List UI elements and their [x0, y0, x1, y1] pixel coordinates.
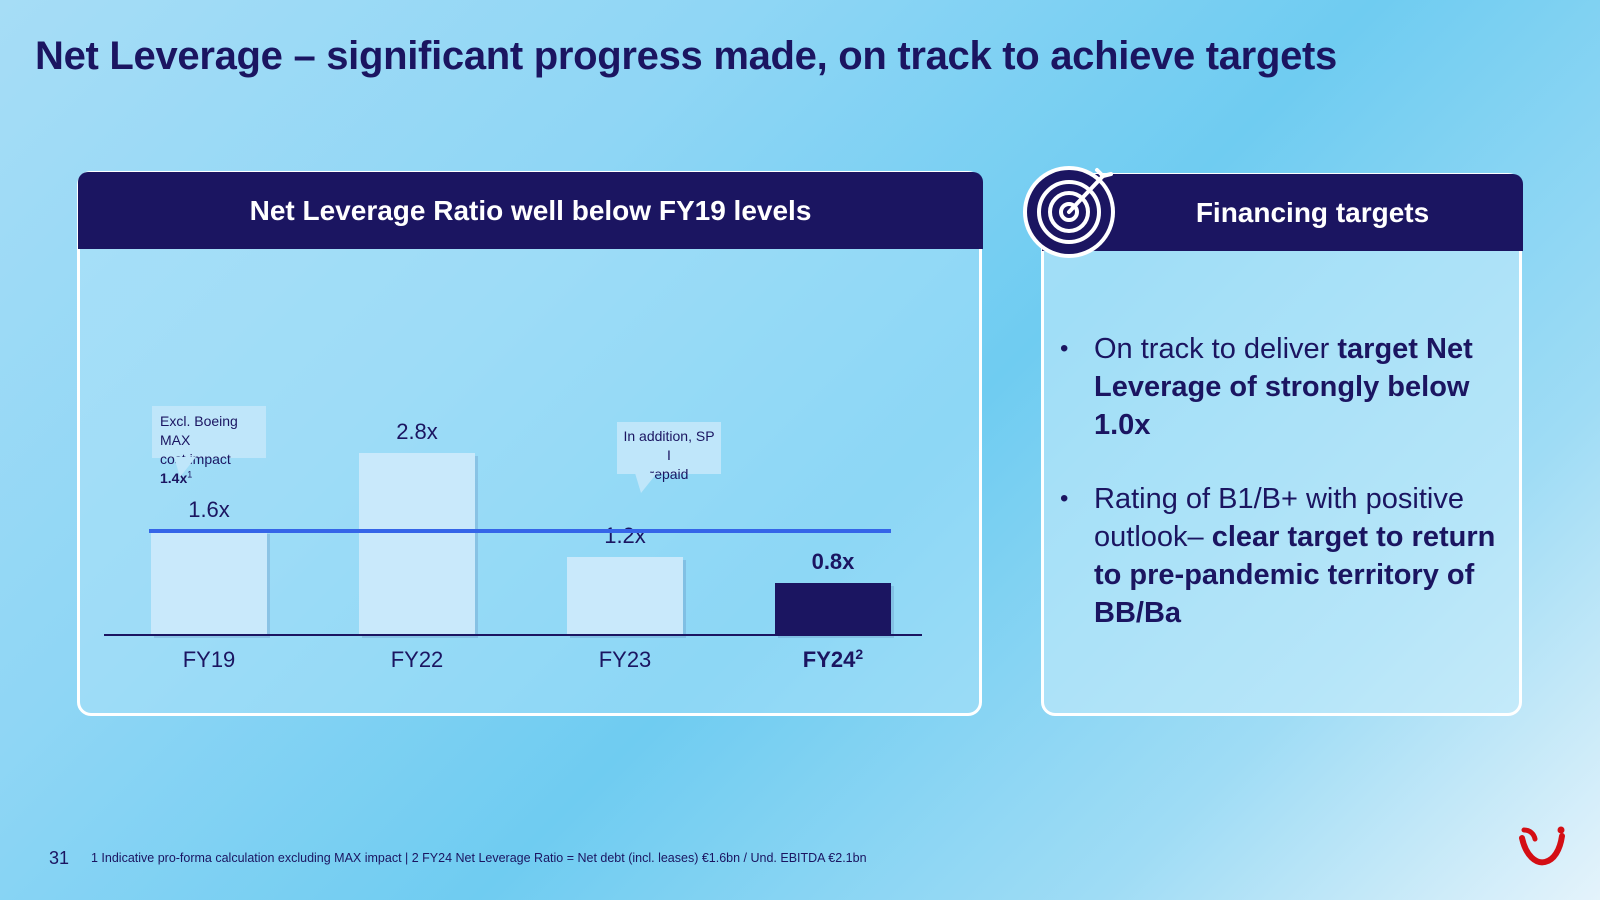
bullet-dot: •: [1060, 335, 1069, 362]
category-label-fy23: FY23: [599, 647, 652, 672]
financing-targets-panel: Financing targets: [1041, 173, 1523, 716]
value-label-fy23: 1.2x: [604, 523, 646, 548]
category-footnote-ref: 2: [855, 646, 863, 662]
bar-fy24: [775, 583, 891, 635]
net-leverage-bar-chart: 1.6x FY19 2.8x FY22 1.2x FY23 0.8x FY242: [104, 419, 922, 672]
bullet-net-leverage-target: • On track to deliver target Net Leverag…: [1060, 330, 1510, 444]
category-label-fy22: FY22: [391, 647, 444, 672]
value-label-fy19: 1.6x: [188, 497, 230, 522]
bullet-1-plain: On track to deliver: [1094, 333, 1338, 365]
boeing-callout-line2: cost impact: [160, 451, 231, 467]
sp-repaid-callout: In addition, SP I repaid: [617, 422, 721, 493]
bullet-2-plain: Rating of B1/B+ with positive outlook–: [1094, 483, 1464, 553]
page-number: 31: [49, 848, 70, 868]
category-label-fy24: FY242: [803, 646, 864, 672]
financing-targets-list: • On track to deliver target Net Leverag…: [1060, 330, 1510, 668]
sp-callout-line2: repaid: [649, 466, 689, 482]
bullet-dot: •: [1060, 485, 1069, 512]
bullet-1-bold: target Net Leverage of strongly below 1.…: [1094, 333, 1473, 441]
tui-logo: [1519, 826, 1565, 866]
chart-panel-header: Net Leverage Ratio well below FY19 level…: [78, 172, 983, 249]
bar-fy19: [151, 531, 267, 635]
financing-panel-header: Financing targets: [1042, 174, 1523, 251]
value-label-fy24: 0.8x: [812, 549, 856, 574]
boeing-callout-line1: Excl. Boeing MAX: [160, 413, 238, 448]
bar-fy23: [567, 557, 683, 635]
slide-title: Net Leverage – significant progress made…: [35, 34, 1337, 78]
footnote: 1 Indicative pro-forma calculation exclu…: [91, 851, 867, 865]
value-label-fy22: 2.8x: [396, 419, 438, 444]
target-icon: [1023, 166, 1115, 258]
bullet-2-bold: clear target to return to pre-pandemic t…: [1094, 521, 1496, 629]
sp-callout-line1: In addition, SP I: [623, 428, 715, 463]
boeing-callout-footnote-ref: 1: [187, 469, 193, 480]
bar-fy22: [359, 453, 475, 635]
boeing-callout-value: 1.4x: [160, 470, 188, 486]
boeing-max-callout: Excl. Boeing MAX cost impact 1.4x1: [152, 406, 266, 486]
bullet-rating-target: • Rating of B1/B+ with positive outlook–…: [1060, 480, 1510, 632]
category-label-fy19: FY19: [183, 647, 236, 672]
